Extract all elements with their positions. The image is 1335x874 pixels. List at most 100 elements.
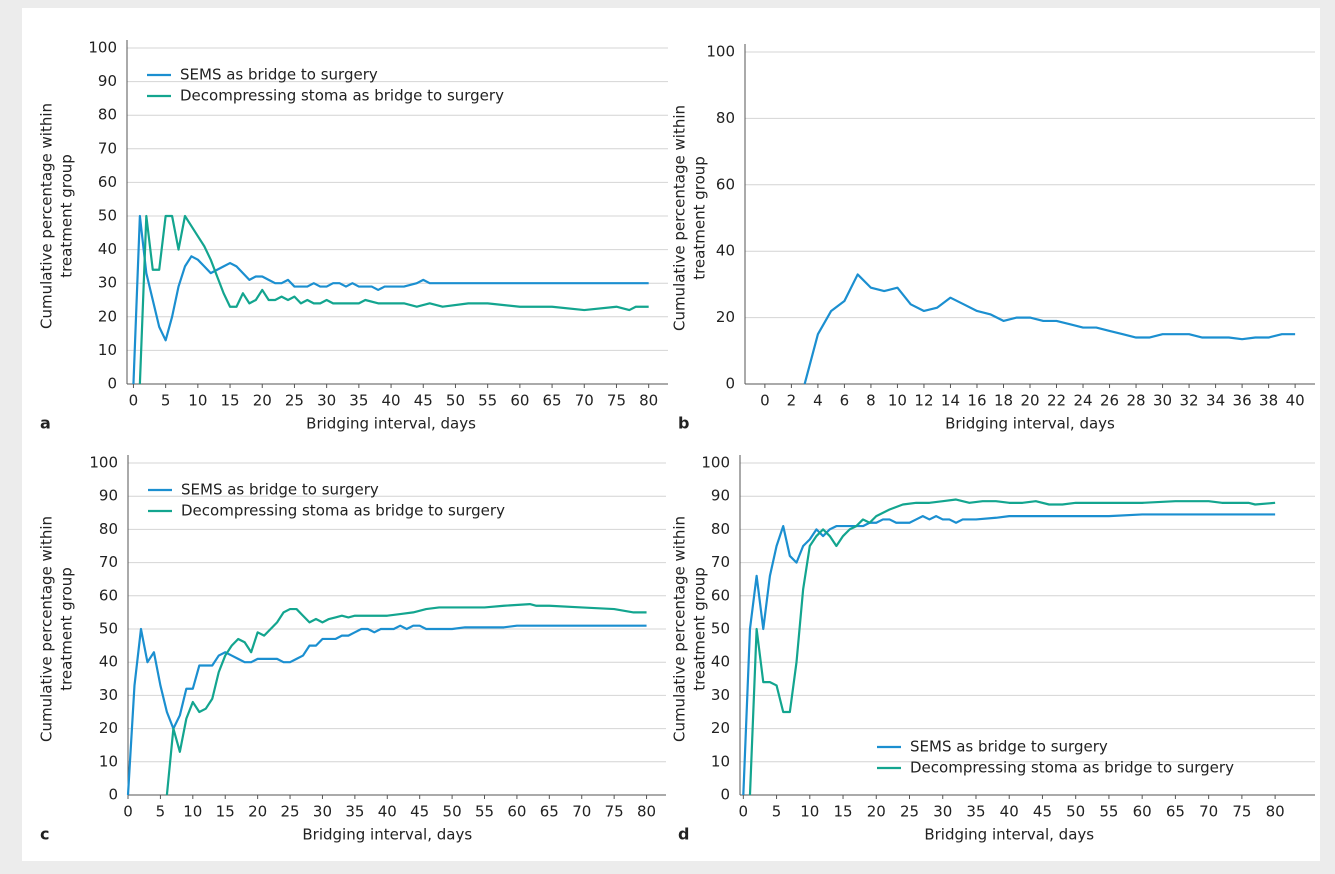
y-tick-label: 40	[98, 240, 117, 258]
x-tick-label: 35	[345, 803, 364, 821]
y-tick-label: 20	[99, 719, 118, 737]
x-tick-label: 60	[507, 803, 526, 821]
x-axis-label: Bridging interval, days	[302, 826, 472, 844]
y-tick-label: 40	[99, 653, 118, 671]
y-axis-label: treatment group	[691, 567, 709, 691]
x-tick-label: 65	[540, 803, 559, 821]
x-tick-label: 45	[414, 392, 433, 410]
y-tick-label: 60	[716, 175, 735, 193]
x-tick-label: 40	[382, 392, 401, 410]
y-tick-label: 90	[711, 487, 730, 505]
x-tick-label: 30	[933, 803, 952, 821]
x-tick-label: 75	[607, 392, 626, 410]
legend-label: SEMS as bridge to surgery	[180, 66, 378, 84]
x-tick-label: 2	[787, 392, 797, 410]
y-tick-label: 30	[711, 686, 730, 704]
data-line	[742, 513, 1276, 796]
x-tick-label: 18	[994, 392, 1013, 410]
x-tick-label: 25	[285, 392, 304, 410]
y-tick-label: 90	[99, 487, 118, 505]
y-tick-label: 80	[716, 109, 735, 127]
x-tick-label: 60	[510, 392, 529, 410]
y-axis-label: treatment group	[58, 154, 76, 278]
x-tick-label: 20	[1020, 392, 1039, 410]
x-tick-label: 80	[639, 392, 658, 410]
data-line	[803, 273, 1296, 385]
x-tick-label: 65	[543, 392, 562, 410]
x-tick-label: 15	[216, 803, 235, 821]
x-tick-label: 60	[1133, 803, 1152, 821]
data-line	[126, 624, 647, 796]
x-tick-label: 34	[1206, 392, 1225, 410]
x-tick-label: 30	[313, 803, 332, 821]
y-tick-label: 20	[711, 719, 730, 737]
y-axis-label: treatment group	[691, 156, 709, 280]
y-tick-label: 50	[98, 207, 117, 225]
legend-label: SEMS as bridge to surgery	[181, 481, 379, 499]
y-axis-label: Cumulative percentage within	[38, 103, 56, 329]
panel-label: a	[40, 414, 51, 433]
x-tick-label: 32	[1180, 392, 1199, 410]
figure-background	[22, 8, 1320, 861]
x-tick-label: 14	[941, 392, 960, 410]
y-tick-label: 10	[98, 341, 117, 359]
y-tick-label: 80	[711, 520, 730, 538]
x-tick-label: 10	[188, 392, 207, 410]
y-axis-label: treatment group	[58, 567, 76, 691]
x-tick-label: 0	[739, 803, 749, 821]
x-tick-label: 36	[1233, 392, 1252, 410]
x-tick-label: 0	[123, 803, 133, 821]
x-axis-label: Bridging interval, days	[945, 415, 1115, 433]
y-tick-label: 100	[701, 454, 730, 472]
panel-label: c	[40, 825, 49, 844]
y-tick-label: 70	[98, 139, 117, 157]
y-axis-label: Cumulative percentage within	[671, 105, 689, 331]
x-tick-label: 40	[1286, 392, 1305, 410]
x-tick-label: 10	[183, 803, 202, 821]
x-tick-label: 12	[914, 392, 933, 410]
x-tick-label: 10	[888, 392, 907, 410]
x-tick-label: 30	[317, 392, 336, 410]
x-tick-label: 50	[446, 392, 465, 410]
x-tick-label: 70	[1199, 803, 1218, 821]
x-tick-label: 20	[867, 803, 886, 821]
y-axis-label: Cumulative percentage within	[671, 516, 689, 742]
y-tick-label: 60	[98, 173, 117, 191]
x-tick-label: 35	[349, 392, 368, 410]
x-tick-label: 20	[248, 803, 267, 821]
x-tick-label: 20	[253, 392, 272, 410]
x-tick-label: 70	[575, 392, 594, 410]
x-tick-label: 0	[129, 392, 139, 410]
y-tick-label: 60	[711, 586, 730, 604]
y-tick-label: 0	[108, 786, 118, 804]
y-tick-label: 60	[99, 586, 118, 604]
x-tick-label: 16	[967, 392, 986, 410]
y-tick-label: 90	[98, 72, 117, 90]
x-tick-label: 40	[378, 803, 397, 821]
y-tick-label: 50	[711, 620, 730, 638]
y-tick-label: 20	[98, 307, 117, 325]
x-tick-label: 70	[572, 803, 591, 821]
y-tick-label: 100	[89, 454, 118, 472]
data-line	[165, 602, 647, 796]
y-tick-label: 100	[88, 39, 117, 57]
x-tick-label: 75	[605, 803, 624, 821]
x-tick-label: 55	[1099, 803, 1118, 821]
x-tick-label: 5	[156, 803, 166, 821]
x-tick-label: 80	[1266, 803, 1285, 821]
y-tick-label: 30	[99, 686, 118, 704]
x-tick-label: 50	[443, 803, 462, 821]
x-tick-label: 30	[1153, 392, 1172, 410]
x-tick-label: 8	[866, 392, 876, 410]
x-tick-label: 15	[833, 803, 852, 821]
y-tick-label: 0	[720, 786, 730, 804]
x-tick-label: 4	[813, 392, 823, 410]
legend-label: Decompressing stoma as bridge to surgery	[181, 502, 505, 520]
legend-label: Decompressing stoma as bridge to surgery	[910, 759, 1234, 777]
x-tick-label: 15	[221, 392, 240, 410]
y-tick-label: 70	[99, 553, 118, 571]
x-tick-label: 55	[478, 392, 497, 410]
y-tick-label: 30	[98, 274, 117, 292]
